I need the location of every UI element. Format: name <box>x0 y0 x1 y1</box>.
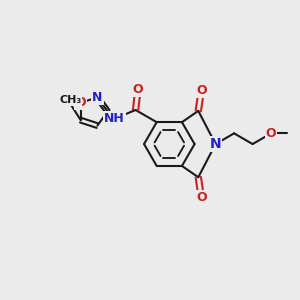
Text: NH: NH <box>104 112 124 125</box>
Text: O: O <box>133 83 143 96</box>
Text: N: N <box>210 137 221 151</box>
Text: CH₃: CH₃ <box>59 95 82 105</box>
Text: O: O <box>266 127 276 140</box>
Text: O: O <box>196 191 207 204</box>
Text: N: N <box>92 91 103 104</box>
Text: O: O <box>196 84 207 97</box>
Text: O: O <box>75 96 86 109</box>
